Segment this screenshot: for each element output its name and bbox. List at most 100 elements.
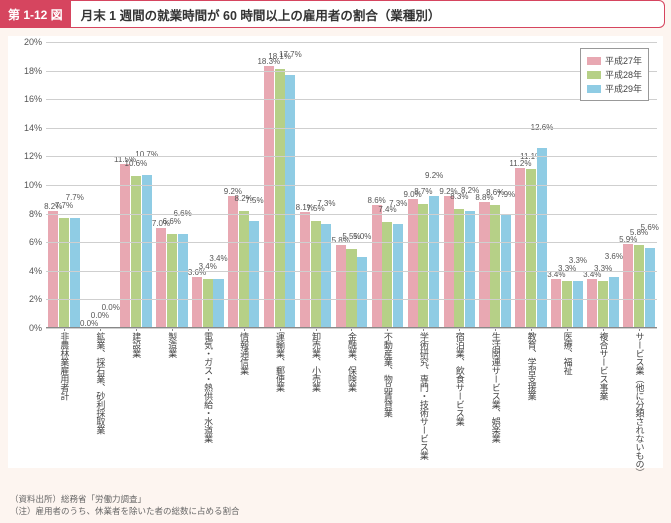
bar: 10.6%: [131, 176, 141, 328]
bar: 8.2%: [48, 211, 58, 328]
bar: 5.5%: [346, 249, 356, 328]
bar: 5.8%: [336, 245, 346, 328]
x-axis-label: サービス業（他に分類されないもの）: [634, 332, 643, 477]
y-tick-label: 20%: [24, 37, 46, 47]
bar: 9.0%: [408, 199, 418, 328]
bar: 7.3%: [393, 224, 403, 328]
grid-line: [46, 128, 657, 129]
x-axis-label: 複合サービス事業: [598, 332, 607, 400]
bar-value-label: 0.0%: [91, 312, 109, 320]
bar: 9.2%: [228, 196, 238, 328]
y-tick-label: 6%: [29, 237, 46, 247]
y-tick-label: 14%: [24, 123, 46, 133]
legend-swatch: [587, 85, 601, 93]
legend-label: 平成29年: [605, 82, 642, 95]
x-axis-label: 金融業、保険業: [347, 332, 356, 392]
x-axis-label: 建設業: [131, 332, 140, 358]
bar: 6.6%: [178, 234, 188, 328]
grid-line: [46, 271, 657, 272]
bar: 11.5%: [120, 164, 130, 328]
x-axis-label: 運輸業、郵便業: [275, 332, 284, 392]
y-tick-label: 0%: [29, 323, 46, 333]
bar-value-label: 10.6%: [125, 160, 148, 168]
bar: 5.0%: [357, 257, 367, 329]
y-tick-label: 10%: [24, 180, 46, 190]
bar: 11.1%: [526, 169, 536, 328]
footer-notes: （資料出所）総務省「労働力調査」 （注）雇用者のうち、休業者を除いた者の総数に占…: [10, 494, 240, 517]
bar: 7.3%: [321, 224, 331, 328]
bar: 9.2%: [444, 196, 454, 328]
bar-value-label: 7.7%: [55, 202, 73, 210]
bar: 7.7%: [59, 218, 69, 328]
bar: 3.4%: [587, 279, 597, 328]
bar-value-label: 6.6%: [163, 218, 181, 226]
bar-value-label: 8.6%: [368, 197, 386, 205]
y-tick-label: 8%: [29, 209, 46, 219]
title-bar: 第 1-12 図 月末 1 週間の就業時間が 60 時間以上の雇用者の割合（業種…: [0, 0, 671, 28]
grid-line: [46, 71, 657, 72]
y-tick-label: 12%: [24, 151, 46, 161]
bar: 11.2%: [515, 168, 525, 328]
bar: 18.1%: [275, 69, 285, 328]
y-tick-label: 16%: [24, 94, 46, 104]
legend-item: 平成28年: [587, 68, 642, 81]
bar: 6.6%: [167, 234, 177, 328]
figure-container: 第 1-12 図 月末 1 週間の就業時間が 60 時間以上の雇用者の割合（業種…: [0, 0, 671, 523]
y-tick-label: 18%: [24, 66, 46, 76]
bar: 3.4%: [551, 279, 561, 328]
bar: 3.4%: [203, 279, 213, 328]
x-axis-label: 電気・ガス・熱供給・水道業: [203, 332, 212, 443]
bar: 8.2%: [239, 211, 249, 328]
y-tick-label: 4%: [29, 266, 46, 276]
grid-line: [46, 185, 657, 186]
x-axis-label: 宿泊業、飲食サービス業: [454, 332, 463, 426]
figure-title: 月末 1 週間の就業時間が 60 時間以上の雇用者の割合（業種別）: [71, 0, 665, 28]
bar: 3.3%: [573, 281, 583, 328]
legend-label: 平成27年: [605, 54, 642, 67]
legend-item: 平成27年: [587, 54, 642, 67]
x-axis-label: 不動産業、物品賃貸業: [382, 332, 391, 417]
bar: 7.7%: [70, 218, 80, 328]
bar: 8.2%: [465, 211, 475, 328]
x-axis-labels: 非農林業雇用者計 鉱業、採石業、砂利採取業 建設業 製造業 電気・ガス・熱供給・水道業 情…: [46, 328, 657, 468]
bar: 18.3%: [264, 66, 274, 328]
legend-item: 平成29年: [587, 82, 642, 95]
footer-note: （注）雇用者のうち、休業者を除いた者の総数に占める割合: [10, 506, 240, 517]
x-axis-label: 鉱業、採石業、砂利採取業: [95, 332, 104, 434]
bar: 5.9%: [623, 244, 633, 328]
bar: 3.4%: [213, 279, 223, 328]
bar: 8.7%: [418, 204, 428, 328]
x-axis-label: 非農林業雇用者計: [59, 332, 68, 400]
footer-source: （資料出所）総務省「労働力調査」: [10, 494, 240, 505]
x-axis-label: 卸売業、小売業: [311, 332, 320, 392]
bar: 8.6%: [372, 205, 382, 328]
bar: 7.5%: [311, 221, 321, 328]
grid-line: [46, 242, 657, 243]
bar: 5.8%: [634, 245, 644, 328]
bar: 3.3%: [598, 281, 608, 328]
bar: 3.6%: [192, 277, 202, 328]
y-tick-label: 2%: [29, 294, 46, 304]
bar: 17.7%: [285, 75, 295, 328]
bar: 8.6%: [490, 205, 500, 328]
x-axis-label: 生活関連サービス業、娯楽業: [490, 332, 499, 443]
bar: 3.6%: [609, 277, 619, 328]
bar: 5.6%: [645, 248, 655, 328]
legend-swatch: [587, 57, 601, 65]
x-axis-label: 情報通信業: [239, 332, 248, 375]
bar-value-label: 5.6%: [641, 224, 659, 232]
x-axis-label: 製造業: [167, 332, 176, 358]
bar: 7.4%: [382, 222, 392, 328]
bar: 7.5%: [249, 221, 259, 328]
x-axis-label: 学術研究、専門・技術サービス業: [418, 332, 427, 460]
legend: 平成27年 平成28年 平成29年: [580, 48, 649, 101]
plot-area: 8.2%7.7%7.7%0.0%0.0%0.0%11.5%10.6%10.7%7…: [46, 42, 657, 328]
bar: 3.3%: [562, 281, 572, 328]
bar: 8.8%: [479, 202, 489, 328]
grid-line: [46, 299, 657, 300]
grid-line: [46, 42, 657, 43]
grid-line: [46, 214, 657, 215]
grid-line: [46, 156, 657, 157]
x-axis-label: 教育、学習支援業: [526, 332, 535, 400]
bar: 9.2%: [429, 196, 439, 328]
